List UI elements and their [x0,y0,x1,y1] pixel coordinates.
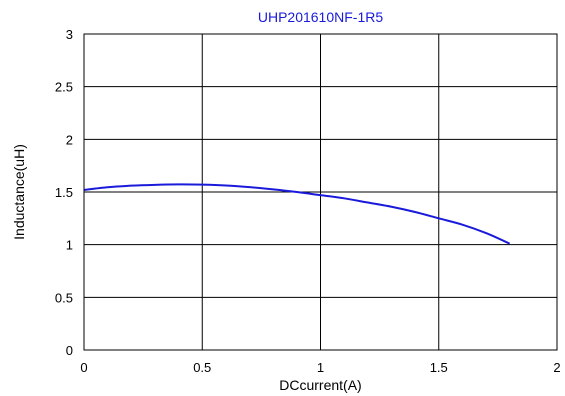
plot-frame [83,33,558,351]
y-tick-label: 0 [66,343,73,358]
x-tick-label: 2 [553,360,560,375]
x-tick-label: 0 [80,360,87,375]
y-tick-label: 2 [66,132,73,147]
x-axis-title: DCcurrent(A) [279,377,361,393]
y-tick-label: 0.5 [55,290,73,305]
series-line [83,183,511,245]
y-tick-label: 3 [66,27,73,42]
series-layer [83,183,511,245]
chart-title: UHP201610NF-1R5 [258,9,383,25]
x-tick-label: 1.5 [430,360,448,375]
y-tick-label: 1 [66,238,73,253]
x-tick-label: 0.5 [193,360,211,375]
y-tick-label: 1.5 [55,185,73,200]
y-axis-title: Inductance(uH) [11,144,27,240]
x-tick-label: 1 [317,360,324,375]
gridlines [83,33,558,351]
tick-labels: 0 0.5 1 1.5 2 0 0.5 1 1.5 2 2.5 3 [55,27,561,375]
y-tick-label: 2.5 [55,80,73,95]
